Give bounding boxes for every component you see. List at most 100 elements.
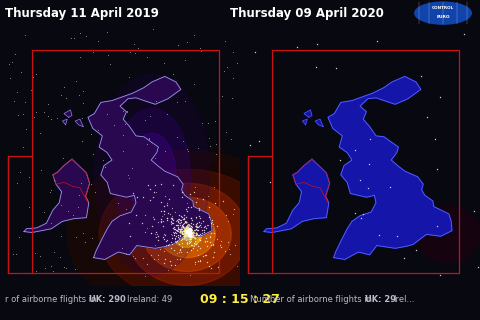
Point bbox=[180, 228, 188, 234]
Point bbox=[185, 232, 192, 237]
Point bbox=[177, 217, 185, 222]
Point bbox=[175, 226, 182, 231]
Point bbox=[197, 232, 205, 237]
Point bbox=[56, 255, 63, 260]
Point bbox=[173, 238, 180, 244]
Point bbox=[184, 148, 192, 154]
Point bbox=[186, 227, 194, 232]
Point bbox=[145, 135, 153, 140]
Point bbox=[181, 219, 189, 224]
Point bbox=[167, 245, 175, 251]
Point bbox=[161, 232, 168, 237]
Point bbox=[188, 243, 196, 248]
Point bbox=[184, 231, 192, 236]
Point bbox=[126, 233, 134, 238]
Point bbox=[169, 218, 177, 223]
Point bbox=[186, 236, 193, 242]
Point bbox=[436, 95, 444, 100]
Point bbox=[182, 215, 190, 220]
Point bbox=[172, 226, 180, 231]
Point bbox=[170, 226, 178, 231]
Point bbox=[195, 205, 203, 210]
Point bbox=[157, 199, 165, 204]
Point bbox=[151, 217, 158, 222]
Polygon shape bbox=[64, 110, 72, 117]
Point bbox=[366, 137, 373, 142]
Point bbox=[184, 229, 192, 235]
Point bbox=[122, 251, 130, 256]
Point bbox=[206, 144, 214, 149]
Point bbox=[186, 230, 194, 236]
Point bbox=[183, 223, 191, 228]
Point bbox=[238, 200, 245, 205]
Point bbox=[157, 219, 165, 224]
Point bbox=[436, 273, 444, 278]
Point bbox=[228, 96, 236, 101]
Point bbox=[192, 241, 200, 246]
Point bbox=[110, 123, 118, 128]
Point bbox=[183, 241, 191, 246]
Point bbox=[12, 51, 19, 56]
Point bbox=[176, 227, 184, 232]
Point bbox=[202, 236, 210, 241]
Point bbox=[22, 126, 30, 132]
Point bbox=[13, 180, 21, 186]
Point bbox=[229, 75, 237, 80]
Point bbox=[183, 241, 191, 246]
Point bbox=[351, 147, 359, 152]
Point bbox=[224, 218, 232, 223]
Point bbox=[147, 230, 155, 236]
Point bbox=[79, 100, 87, 105]
Point bbox=[18, 69, 25, 75]
Point bbox=[184, 230, 192, 235]
Point bbox=[192, 226, 200, 231]
Point bbox=[187, 228, 194, 234]
Point bbox=[151, 231, 159, 236]
Point bbox=[169, 231, 177, 236]
Point bbox=[37, 167, 45, 172]
Point bbox=[189, 218, 196, 223]
Point bbox=[168, 219, 175, 224]
Point bbox=[177, 227, 185, 232]
Point bbox=[166, 242, 173, 247]
Point bbox=[95, 39, 102, 44]
Point bbox=[176, 234, 184, 239]
Point bbox=[412, 247, 420, 252]
Point bbox=[160, 208, 168, 213]
Point bbox=[183, 229, 191, 234]
Point bbox=[177, 228, 184, 234]
Point bbox=[177, 256, 184, 261]
Ellipse shape bbox=[173, 221, 202, 247]
Point bbox=[359, 211, 367, 216]
Point bbox=[181, 231, 189, 236]
Ellipse shape bbox=[181, 229, 193, 240]
Point bbox=[152, 190, 159, 195]
Point bbox=[200, 228, 208, 233]
Point bbox=[15, 113, 23, 118]
Point bbox=[181, 228, 189, 233]
Point bbox=[183, 229, 191, 234]
Point bbox=[433, 223, 441, 228]
Ellipse shape bbox=[143, 197, 231, 272]
Point bbox=[149, 26, 156, 31]
Point bbox=[220, 68, 228, 73]
Point bbox=[163, 112, 170, 117]
Point bbox=[470, 208, 478, 213]
Point bbox=[217, 239, 225, 244]
Point bbox=[185, 231, 193, 236]
Polygon shape bbox=[62, 119, 67, 125]
Point bbox=[187, 228, 194, 233]
Point bbox=[184, 231, 192, 236]
Point bbox=[177, 237, 184, 242]
Point bbox=[47, 187, 54, 192]
Point bbox=[172, 223, 180, 228]
Point bbox=[206, 239, 214, 244]
Point bbox=[358, 216, 365, 221]
Point bbox=[187, 232, 194, 237]
Point bbox=[185, 232, 192, 237]
Point bbox=[25, 175, 33, 180]
Point bbox=[187, 243, 195, 248]
Point bbox=[203, 244, 211, 249]
Point bbox=[171, 235, 179, 240]
Point bbox=[188, 231, 196, 236]
